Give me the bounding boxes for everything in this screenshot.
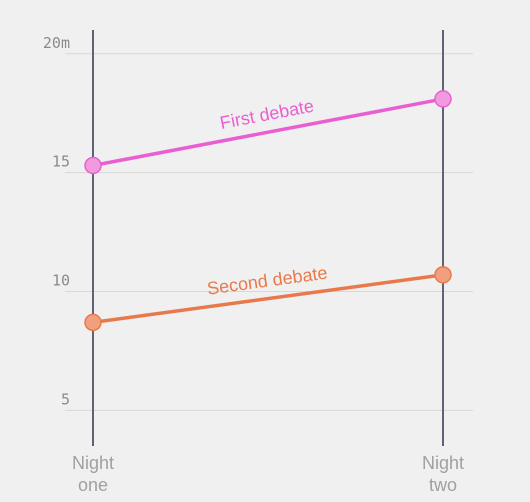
- y-tick-label: 5: [61, 390, 70, 408]
- data-point: [434, 266, 452, 284]
- series-line: [91, 97, 445, 168]
- x-tick-label: one: [78, 475, 108, 495]
- y-tick-label: 10: [52, 271, 70, 289]
- data-point: [84, 313, 102, 332]
- series-line: [91, 273, 445, 325]
- data-point: [84, 156, 102, 175]
- category-lines: [92, 30, 444, 446]
- x-tick-label: two: [429, 475, 457, 495]
- gridlines: [65, 53, 473, 411]
- data-point: [434, 90, 452, 108]
- x-tick-label: Night: [72, 453, 114, 473]
- x-tick-label: Night: [422, 453, 464, 473]
- y-tick-label: 15: [52, 153, 70, 171]
- series-lines: [84, 90, 452, 332]
- y-axis-tick-labels: 5 10 15 20m: [43, 34, 70, 409]
- y-tick-label: 20m: [43, 34, 70, 52]
